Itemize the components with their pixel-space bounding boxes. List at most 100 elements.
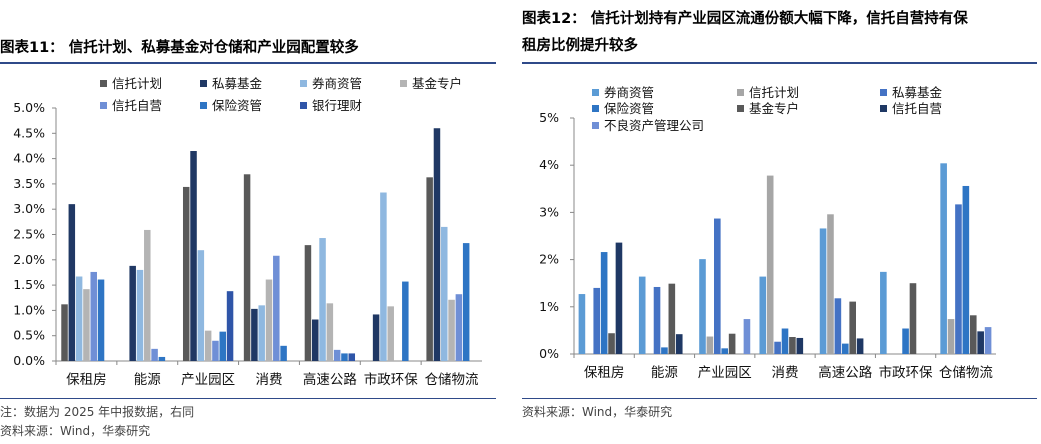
- right-chart-legend-swatch: [737, 105, 744, 112]
- right-title-rule: [522, 62, 1037, 64]
- left-chart-bar-基金专户: [265, 279, 273, 361]
- right-chart-bar-信托自营: [615, 242, 623, 354]
- left-chart-bar-私募基金: [190, 151, 197, 361]
- right-chart-bar-基金专户: [789, 337, 796, 354]
- right-chart-y-tick-label: 0%: [539, 346, 559, 361]
- left-chart-title: 图表11： 信托计划、私募基金对仓储和产业园配置较多: [0, 40, 359, 56]
- left-chart-bar-基金专户: [144, 229, 151, 361]
- right-chart-bar-信托计划: [706, 336, 714, 354]
- right-chart-y-tick-label: 1%: [539, 299, 559, 314]
- left-footer-rule: [0, 398, 496, 399]
- left-chart-legend-swatch: [200, 80, 207, 87]
- left-bar-chart: 0.0% 0.5% 1.0% 1.5% 2.0% 2.5% 3.0% 3.5% 4.0% 4.5%…: [13, 76, 482, 388]
- right-chart-bar-私募基金: [653, 286, 661, 354]
- left-chart-legend-label: 基金专户: [412, 76, 462, 91]
- left-chart-bar-银行理财: [348, 353, 356, 361]
- right-chart-bar-私募基金: [714, 218, 721, 354]
- right-chart-legend-label: 券商资管: [604, 85, 654, 100]
- right-chart-legend-swatch: [592, 89, 599, 96]
- left-chart-bar-保险资管: [341, 353, 348, 361]
- left-chart-y-tick-label: 1.0%: [13, 302, 45, 317]
- left-chart-bar-信托计划: [426, 177, 433, 361]
- right-chart-legend-label: 保险资管: [604, 101, 654, 116]
- right-chart-bar-私募基金: [593, 287, 601, 354]
- left-chart-bar-私募基金: [372, 314, 380, 361]
- left-chart-y-tick-label: 2.5%: [13, 227, 45, 242]
- left-chart-bar-券商资管: [136, 269, 144, 361]
- left-chart-legend-label: 信托自营: [112, 98, 162, 113]
- left-note: 注：数据为 2025 年中报数据，右同: [0, 405, 195, 419]
- left-chart-bar-券商资管: [319, 238, 326, 361]
- right-chart-category-label: 仓储物流: [939, 365, 993, 381]
- right-chart-bar-私募基金: [955, 204, 962, 354]
- right-chart-bar-券商资管: [759, 276, 767, 354]
- right-chart-bar-基金专户: [608, 333, 615, 354]
- right-chart-bar-基金专户: [668, 283, 676, 354]
- left-chart-legend-label: 保险资管: [212, 98, 262, 113]
- right-chart-bar-基金专户: [909, 283, 917, 354]
- left-chart-legend-label: 券商资管: [312, 76, 362, 91]
- left-chart-legend-label: 信托计划: [112, 76, 162, 91]
- right-chart-legend-label: 信托自营: [892, 101, 942, 116]
- left-chart-bar-私募基金: [129, 265, 136, 361]
- left-chart-bar-券商资管: [258, 305, 265, 361]
- right-bar-chart: 0%1%2%3%4%5%保租房 能源 产业园区 消费 高速公路 市政环保 仓储物流券商资管信…: [539, 85, 996, 381]
- right-chart-bar-信托计划: [827, 214, 834, 354]
- left-title-rule: [0, 62, 496, 64]
- left-chart-category-label: 市政环保: [364, 371, 418, 388]
- right-chart-legend-swatch: [737, 89, 744, 96]
- left-chart-bar-基金专户: [387, 306, 394, 361]
- left-chart-bar-保险资管: [158, 356, 166, 361]
- right-chart-title-line1: 图表12： 信托计划持有产业园区流通份额大幅下降，信托自营持有保: [522, 11, 968, 27]
- left-chart-bar-私募基金: [251, 308, 258, 361]
- left-chart-bar-私募基金: [68, 204, 76, 361]
- right-chart-bar-券商资管: [578, 294, 586, 354]
- left-source: 资料来源：Wind，华泰研究: [0, 424, 151, 438]
- left-chart-bar-基金专户: [83, 289, 90, 361]
- left-chart-y-tick-label: 4.0%: [13, 151, 45, 166]
- left-chart-bar-券商资管: [197, 250, 205, 361]
- right-chart-bar-信托自营: [856, 338, 864, 354]
- left-chart-bar-保险资管: [402, 281, 409, 361]
- left-chart-category-label: 消费: [256, 372, 283, 388]
- right-chart-legend-swatch: [592, 105, 599, 112]
- left-chart-panel: 图表11： 信托计划、私募基金对仓储和产业园配置较多 0.0% 0.5% 1.0% 1…: [0, 0, 500, 444]
- right-chart-bar-券商资管: [699, 259, 706, 354]
- right-chart-bar-信托计划: [947, 319, 955, 354]
- left-chart-bar-基金专户: [204, 330, 212, 361]
- left-chart-bar-信托计划: [182, 186, 190, 361]
- left-chart-y-tick-label: 2.0%: [13, 252, 45, 267]
- right-chart-bar-不良资产管理公司: [743, 319, 751, 354]
- left-chart-legend-label: 私募基金: [212, 76, 263, 91]
- left-chart-y-tick-label: 4.5%: [13, 125, 45, 140]
- left-chart-y-tick-label: 0.5%: [13, 328, 45, 343]
- right-chart-legend-label: 基金专户: [749, 101, 799, 116]
- right-chart-legend-swatch: [880, 89, 887, 96]
- right-chart-category-label: 产业园区: [698, 365, 752, 381]
- left-chart-bar-保险资管: [97, 279, 105, 361]
- right-chart-y-tick-label: 3%: [539, 204, 559, 219]
- right-chart-bar-信托自营: [977, 331, 984, 354]
- right-chart-y-tick-label: 2%: [539, 252, 559, 267]
- left-chart-legend-swatch: [200, 102, 207, 109]
- left-chart-y-tick-label: 3.0%: [13, 201, 45, 216]
- right-chart-category-label: 能源: [651, 365, 678, 381]
- right-chart-bar-券商资管: [940, 163, 947, 354]
- left-chart-bar-信托自营: [333, 349, 341, 361]
- left-chart-y-tick-label: 0.0%: [13, 353, 45, 368]
- left-chart-bar-信托自营: [212, 340, 219, 361]
- right-chart-category-label: 保租房: [584, 365, 625, 381]
- right-chart-bar-不良资产管理公司: [984, 327, 992, 354]
- right-chart-bar-私募基金: [774, 341, 781, 354]
- right-chart-legend-label: 信托计划: [749, 85, 799, 100]
- left-chart-y-tick-label: 1.5%: [13, 277, 45, 292]
- left-chart-bar-信托自营: [151, 348, 158, 361]
- right-chart-category-label: 市政环保: [879, 364, 933, 381]
- right-chart-bar-券商资管: [880, 271, 887, 354]
- right-chart-legend-swatch: [592, 122, 599, 129]
- left-chart-bar-券商资管: [75, 276, 83, 361]
- left-chart-bar-信托计划: [243, 174, 251, 361]
- left-chart-legend-label: 银行理财: [312, 98, 362, 113]
- left-chart-y-tick-label: 5.0%: [13, 100, 45, 115]
- left-chart-bar-私募基金: [433, 128, 441, 361]
